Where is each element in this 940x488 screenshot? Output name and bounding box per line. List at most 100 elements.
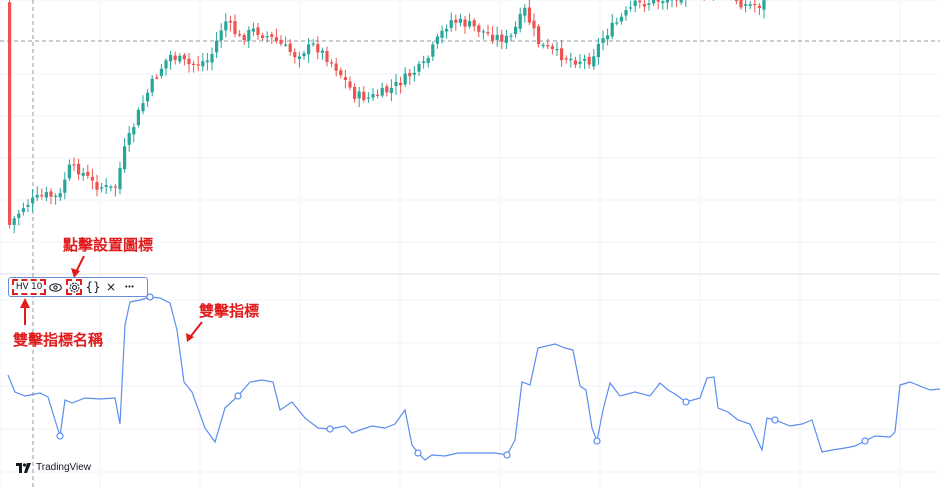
candle-body <box>54 195 58 197</box>
hv-anchor-point[interactable] <box>326 425 334 433</box>
candle-body <box>81 172 85 176</box>
candle-body <box>606 35 610 40</box>
candle-body <box>334 63 338 71</box>
candle-body <box>127 132 131 145</box>
candle-body <box>311 43 315 45</box>
candle-body <box>357 91 361 99</box>
eye-icon[interactable] <box>46 278 64 296</box>
candle-body <box>196 64 200 66</box>
candle-body <box>376 94 380 96</box>
source-code-icon[interactable]: {} <box>85 280 101 294</box>
candle-body <box>8 2 12 225</box>
hv-anchor-point[interactable] <box>682 398 690 406</box>
candle-body <box>77 163 81 175</box>
hv-anchor-point[interactable] <box>56 432 64 440</box>
close-icon[interactable]: × <box>105 280 117 294</box>
candle-body <box>463 19 467 27</box>
candle-body <box>26 205 30 207</box>
hv-anchor-point[interactable] <box>861 437 869 445</box>
candle-body <box>615 22 619 24</box>
candle-body <box>734 0 738 2</box>
candle-body <box>403 73 407 85</box>
candle-body <box>422 61 426 63</box>
candle-body <box>270 34 274 37</box>
candle-body <box>532 20 536 29</box>
candle-body <box>486 32 490 34</box>
candle-body <box>320 50 324 53</box>
candle-body <box>537 26 541 45</box>
candle-body <box>247 29 251 41</box>
candle-body <box>380 87 384 96</box>
candle-body <box>757 5 761 8</box>
tradingview-logo[interactable]: TradingView <box>16 462 91 473</box>
candle-body <box>17 213 21 218</box>
candle-body <box>251 28 255 32</box>
candle-body <box>284 44 288 46</box>
hv-anchor-point[interactable] <box>771 416 779 424</box>
candle-body <box>201 61 205 67</box>
arrow-to-name <box>20 298 30 325</box>
candle-body <box>753 3 757 6</box>
candle-body <box>31 197 35 204</box>
candle-body <box>279 39 283 44</box>
candle-body <box>596 43 600 58</box>
candle-body <box>72 164 76 166</box>
candle-body <box>472 20 476 27</box>
candle-body <box>514 26 518 35</box>
indicator-toolbar: HV 10 {} × ••• <box>8 277 148 297</box>
candle-body <box>500 34 504 42</box>
hv-anchor-point[interactable] <box>593 437 601 445</box>
hv-anchor-point[interactable] <box>146 293 154 301</box>
candle-body <box>238 34 242 36</box>
hv-indicator[interactable] <box>7 293 940 461</box>
hv-anchor-point[interactable] <box>414 449 422 457</box>
candle-body <box>523 7 527 16</box>
candle-body <box>389 87 393 93</box>
more-icon[interactable]: ••• <box>124 283 134 291</box>
candle-body <box>744 4 748 6</box>
candle-body <box>601 38 605 43</box>
candle-body <box>109 186 113 188</box>
candle-body <box>210 54 214 63</box>
candle-body <box>491 34 495 41</box>
hv-anchor-point[interactable] <box>503 451 511 459</box>
candle-body <box>412 72 416 75</box>
candle-body <box>431 44 435 57</box>
candles[interactable] <box>8 0 766 234</box>
candle-body <box>44 192 48 198</box>
annotation-click-settings: 點擊設置圖標 <box>63 236 154 254</box>
candle-body <box>555 48 559 51</box>
candle-body <box>624 10 628 16</box>
candle-body <box>118 167 122 190</box>
settings-icon[interactable] <box>66 279 82 295</box>
candle-body <box>35 194 39 198</box>
candle-body <box>256 27 260 36</box>
candle-body <box>399 82 403 86</box>
candle-body <box>495 34 499 40</box>
indicator-name-label[interactable]: HV 10 <box>12 279 46 295</box>
candle-body <box>550 46 554 49</box>
candle-body <box>325 51 329 63</box>
candle-body <box>178 55 182 62</box>
candle-body <box>265 36 269 38</box>
candle-body <box>49 191 53 197</box>
candle-body <box>675 0 679 1</box>
hv-anchor-point[interactable] <box>234 392 242 400</box>
candle-body <box>224 21 228 31</box>
candle-body <box>518 13 522 29</box>
candle-body <box>86 171 90 176</box>
candle-body <box>187 58 191 65</box>
candle-body <box>330 62 334 64</box>
candle-body <box>477 25 481 32</box>
candle-body <box>215 40 219 53</box>
candle-body <box>454 19 458 23</box>
candle-body <box>619 16 623 22</box>
tradingview-logo-icon <box>16 462 31 473</box>
candle-body <box>205 60 209 63</box>
candle-body <box>366 97 370 99</box>
candle-body <box>748 4 752 6</box>
candle-body <box>21 208 25 212</box>
candle-body <box>665 0 669 3</box>
